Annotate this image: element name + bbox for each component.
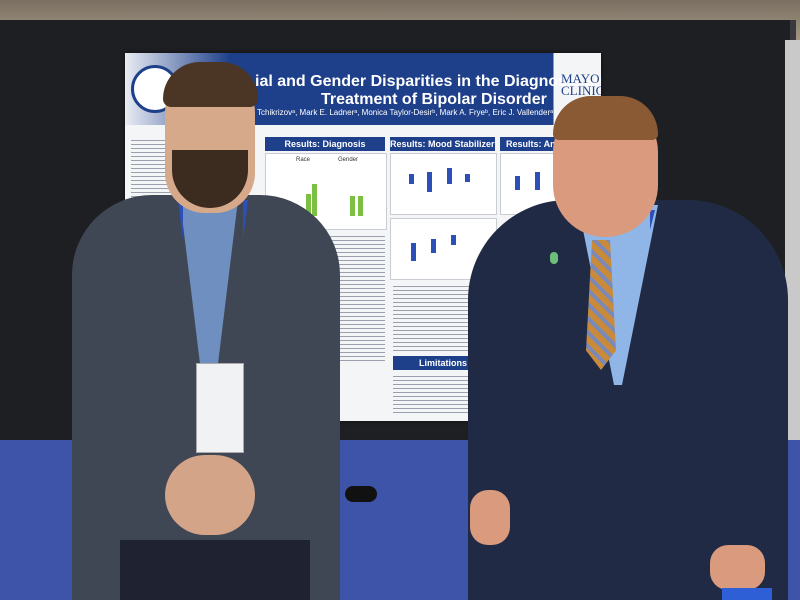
chart-bar bbox=[515, 176, 520, 190]
person-right-hair bbox=[553, 96, 658, 140]
chart-bar bbox=[409, 174, 414, 184]
chart-label-gender: Gender bbox=[338, 157, 359, 163]
person-right-right-hand bbox=[710, 545, 765, 590]
background-shoe bbox=[345, 486, 377, 502]
section-mood-stabilizers: Results: Mood Stabilizers bbox=[390, 137, 495, 151]
section-anti: Results: Anti bbox=[500, 137, 566, 151]
chart-bar bbox=[451, 235, 456, 245]
poster-title-line2: Treatment of Bipolar Disorder bbox=[321, 91, 547, 108]
chart-bar bbox=[350, 196, 355, 216]
poster-title-line1: ial and Gender Disparities in the Diagno… bbox=[255, 73, 601, 90]
mood-chart-1 bbox=[390, 153, 497, 215]
chart-label-race: Race bbox=[296, 157, 311, 163]
chart-bar bbox=[465, 174, 470, 182]
person-left-name-badge bbox=[196, 363, 244, 453]
awareness-ribbon-icon bbox=[550, 252, 558, 264]
section-diagnosis: Results: Diagnosis bbox=[265, 137, 385, 151]
chart-bar bbox=[447, 168, 452, 184]
person-left-hands bbox=[165, 455, 255, 535]
person-right-tie bbox=[586, 240, 616, 370]
chart-bar bbox=[431, 239, 436, 253]
poster-authors: Tchikrizovᵃ, Mark E. Ladnerᵃ, Monica Tay… bbox=[257, 108, 554, 117]
chart-bar bbox=[358, 196, 363, 216]
person-left-beard bbox=[172, 150, 248, 208]
diagnosis-chart: Race Gender bbox=[265, 153, 387, 230]
chart-bar bbox=[306, 194, 311, 216]
chart-bar bbox=[312, 184, 317, 216]
chart-bar bbox=[427, 172, 432, 192]
person-left-hair bbox=[163, 62, 258, 107]
person-right-left-hand bbox=[470, 490, 510, 545]
person-left-pants bbox=[120, 540, 310, 600]
background-booth bbox=[785, 40, 800, 440]
mayo-clinic-logo: MAYO CLINIC bbox=[561, 71, 601, 98]
blue-bag bbox=[722, 588, 772, 600]
chart-bar bbox=[411, 243, 416, 261]
chart-bar bbox=[535, 172, 540, 190]
